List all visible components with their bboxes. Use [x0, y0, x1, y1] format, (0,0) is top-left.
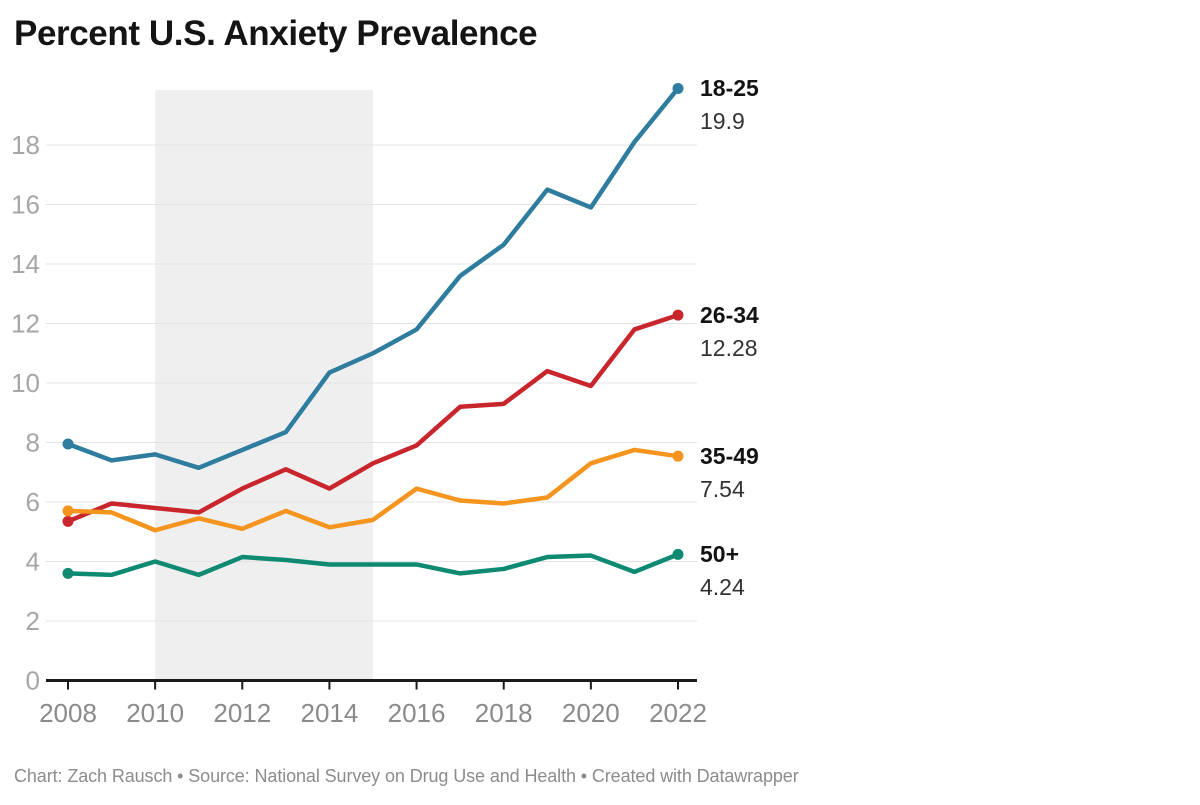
- x-axis-tick-label: 2010: [126, 698, 184, 728]
- series-end-dot-50+[interactable]: [672, 548, 684, 560]
- legend-end-value: 7.54: [700, 475, 745, 502]
- y-axis-tick-label: 4: [26, 547, 40, 577]
- series-end-dot-18-25[interactable]: [672, 82, 684, 94]
- x-axis-tick-label: 2008: [39, 698, 97, 728]
- series-start-dot-18-25[interactable]: [62, 438, 74, 450]
- series-start-dot-50+[interactable]: [62, 567, 74, 579]
- x-axis-tick-label: 2022: [649, 698, 707, 728]
- x-axis-tick-label: 2018: [475, 698, 533, 728]
- series-line-50+[interactable]: [65, 552, 681, 578]
- y-axis-tick-label: 0: [26, 666, 40, 696]
- legend-entry-35-49: 35-49 7.54: [700, 440, 920, 506]
- x-axis-tick-label: 2020: [562, 698, 620, 728]
- x-axis-tick-label: 2012: [213, 698, 271, 728]
- legend-entry-18-25: 18-25 19.9: [700, 72, 920, 138]
- legend-entry-26-34: 26-34 12.28: [700, 299, 920, 365]
- series-line-18-25[interactable]: [65, 86, 681, 471]
- legend-label: 26-34: [700, 301, 759, 328]
- y-axis-tick-label: 8: [26, 428, 40, 458]
- series-line-26-34[interactable]: [65, 312, 681, 524]
- series-start-dot-26-34[interactable]: [62, 515, 74, 527]
- y-axis-tick-label: 16: [11, 190, 40, 220]
- series-end-dot-35-49[interactable]: [672, 450, 684, 462]
- legend-label: 50+: [700, 540, 740, 567]
- y-axis-tick-label: 18: [11, 130, 40, 160]
- x-axis-tick-label: 2014: [301, 698, 359, 728]
- chart-credit-line: Chart: Zach Rausch • Source: National Su…: [14, 766, 799, 786]
- page-title: Percent U.S. Anxiety Prevalence: [14, 14, 538, 53]
- series-end-dot-26-34[interactable]: [672, 309, 684, 321]
- series-line-35-49[interactable]: [65, 447, 681, 533]
- y-axis-tick-label: 12: [11, 309, 40, 339]
- legend-end-value: 19.9: [700, 107, 745, 134]
- legend-end-value: 12.28: [700, 334, 758, 361]
- y-axis-tick-label: 2: [26, 606, 40, 636]
- legend-label: 35-49: [700, 442, 759, 469]
- y-axis-tick-label: 14: [11, 249, 40, 279]
- x-axis-tick-label: 2016: [388, 698, 446, 728]
- shaded-period-band: [155, 90, 373, 681]
- legend-entry-50plus: 50+ 4.24: [700, 538, 920, 604]
- legend-label: 18-25: [700, 74, 759, 101]
- y-axis-tick-label: 6: [26, 487, 40, 517]
- legend-end-value: 4.24: [700, 573, 745, 600]
- y-axis-tick-label: 10: [11, 368, 40, 398]
- series-start-dot-35-49[interactable]: [62, 505, 74, 517]
